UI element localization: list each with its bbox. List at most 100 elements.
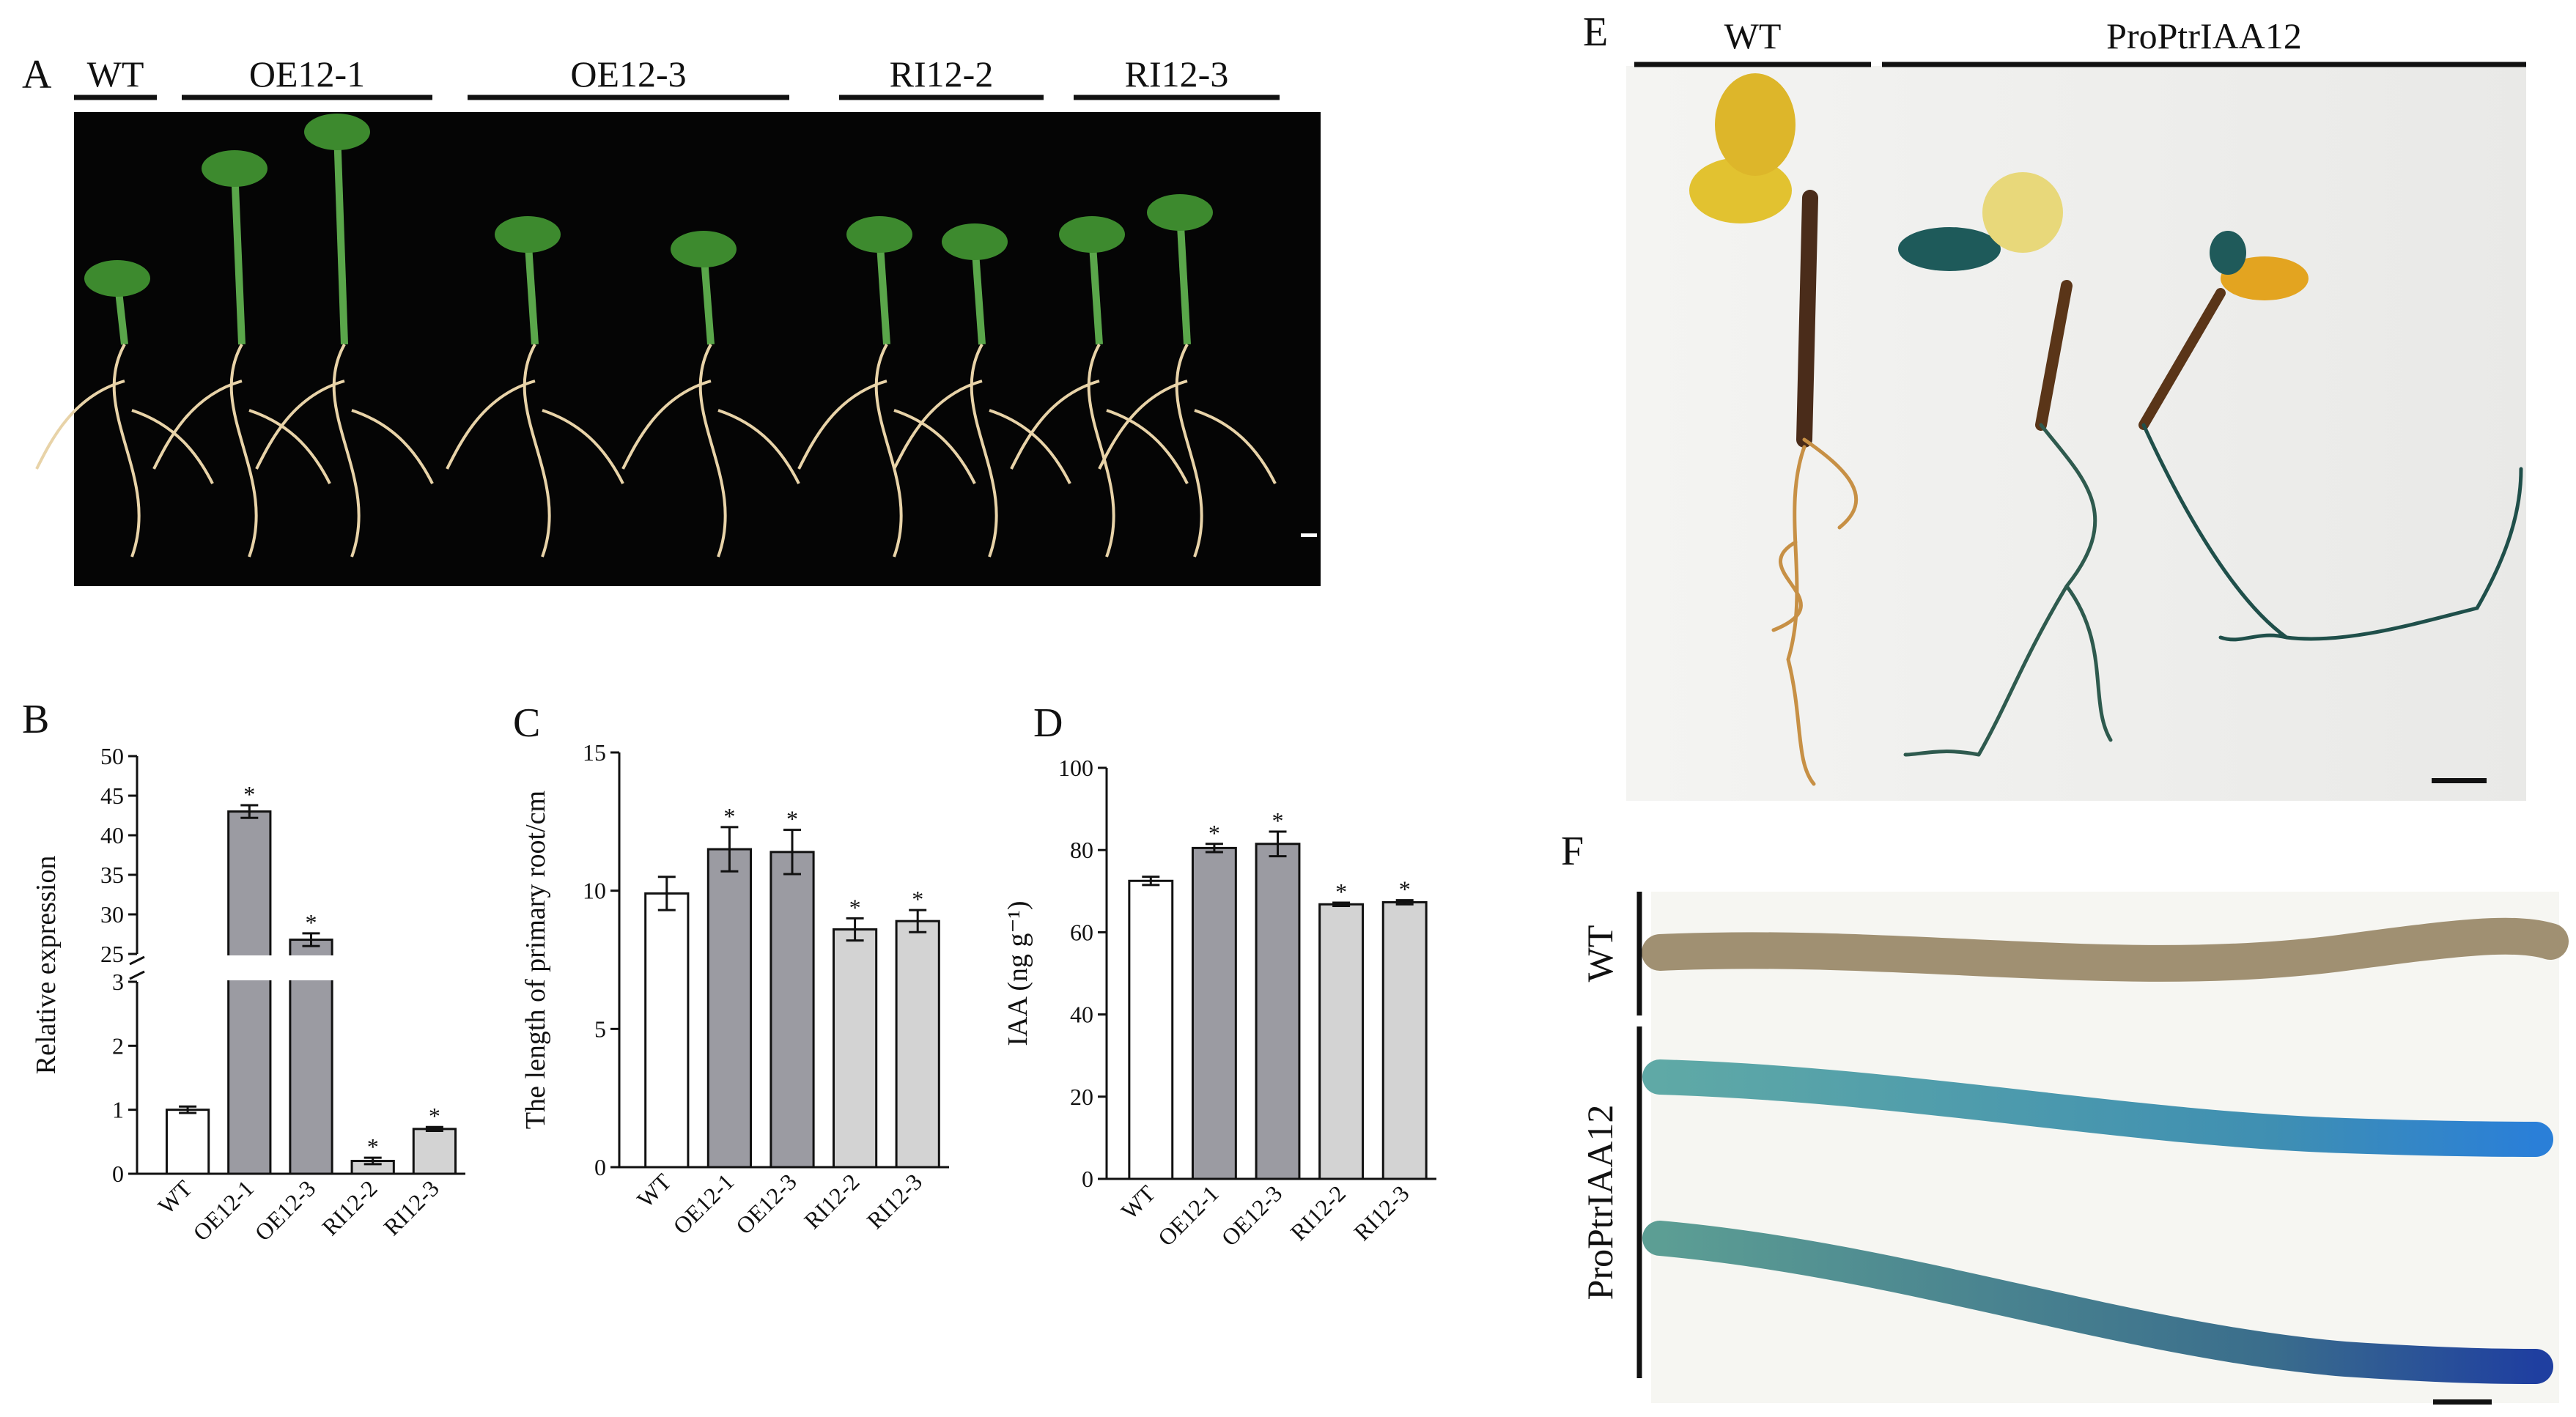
bar [1318, 903, 1365, 1180]
group-label: RI12-2 [890, 53, 994, 95]
panel-label: E [1583, 10, 1608, 55]
root-wt [1642, 917, 2569, 982]
y-tick-label: 45 [100, 783, 124, 809]
error-bar [302, 932, 320, 947]
y-tick-label: 0 [112, 1161, 124, 1187]
bar [1381, 900, 1428, 1180]
y-tick-label: 40 [1070, 1002, 1093, 1028]
x-tick-label: RI12-3 [378, 1174, 444, 1240]
break-gap [287, 955, 335, 980]
significance: * [1208, 820, 1220, 846]
error-bar [1142, 876, 1160, 887]
error-bar [846, 917, 864, 942]
y-tick-label: 30 [100, 901, 124, 928]
y-axis-label: IAA (ng g⁻¹) [1003, 900, 1033, 1046]
y-tick-label: 100 [1058, 755, 1093, 781]
x-tick-label: OE12-3 [731, 1168, 802, 1239]
root-stained [1642, 1221, 2553, 1384]
panel-label: A [22, 52, 52, 97]
bar [165, 1109, 210, 1175]
significance: * [912, 886, 923, 912]
root [1010, 344, 1189, 558]
significance: * [786, 806, 798, 832]
y-tick-label: 40 [100, 822, 124, 848]
leaves [84, 260, 150, 297]
y-tick-label: 5 [594, 1015, 606, 1042]
significance: * [429, 1103, 440, 1129]
seedlings [1689, 73, 2523, 786]
x-tick-label: OE12-1 [1153, 1180, 1224, 1251]
stem [1176, 212, 1191, 345]
y-tick-label: 0 [594, 1154, 606, 1180]
root-stained [1642, 1059, 2553, 1157]
significance: * [367, 1133, 379, 1160]
root [1098, 344, 1277, 558]
bar [1128, 879, 1174, 1180]
y-axis-label: Relative expression [31, 856, 62, 1075]
y-tick-label: 20 [1070, 1084, 1093, 1110]
scale-bar [2432, 778, 2487, 783]
panel-label: B [22, 697, 49, 742]
leaves [846, 216, 912, 253]
error-bar [179, 1105, 197, 1114]
bar [832, 928, 878, 1169]
bar [1191, 846, 1237, 1180]
stem [333, 131, 348, 345]
break-gap [226, 955, 273, 980]
stem [1088, 234, 1103, 345]
row-label: WT [1579, 925, 1620, 983]
root [621, 344, 800, 558]
significance: * [723, 803, 735, 829]
group-label: OE12-1 [249, 53, 365, 95]
scale-bar [1301, 533, 1317, 537]
error-bar [363, 1156, 382, 1166]
group-label: ProPtrIAA12 [2106, 15, 2302, 56]
y-tick-label: 1 [112, 1097, 124, 1123]
leaves [942, 223, 1008, 260]
error-bar [1269, 830, 1287, 858]
significance: * [1272, 807, 1284, 834]
root [893, 344, 1071, 558]
y-tick-label: 3 [112, 969, 124, 995]
row-label: ProPtrIAA12 [1579, 1105, 1620, 1301]
bar [227, 810, 272, 1175]
group-label: RI12-3 [1125, 53, 1229, 95]
axis-break [129, 970, 145, 980]
x-tick-label: RI12-3 [862, 1168, 928, 1234]
y-tick-label: 80 [1070, 837, 1093, 863]
y-axis-label: The length of primary root/cm [520, 791, 551, 1129]
group-label: WT [87, 53, 144, 95]
y-tick-label: 15 [583, 739, 606, 766]
x-tick-label: WT [152, 1174, 197, 1219]
significance: * [243, 781, 255, 807]
error-bar [783, 829, 801, 876]
panel-label: D [1033, 700, 1063, 746]
y-tick-label: 0 [1082, 1166, 1093, 1192]
bar [1255, 843, 1301, 1180]
bar [644, 892, 690, 1169]
y-tick-label: 60 [1070, 919, 1093, 945]
x-tick-label: WT [632, 1168, 676, 1213]
error-bar [425, 1125, 443, 1132]
x-tick-label: OE12-1 [668, 1168, 739, 1239]
significance: * [1335, 878, 1347, 905]
x-tick-label: RI12-2 [799, 1168, 865, 1234]
leaves [495, 216, 561, 253]
y-tick-label: 35 [100, 862, 124, 888]
leaves [304, 114, 370, 150]
error-bar [909, 909, 927, 933]
stem [231, 168, 246, 345]
x-tick-label: OE12-1 [188, 1174, 259, 1246]
stem [524, 234, 539, 345]
leaves [671, 231, 737, 267]
stem [876, 234, 890, 345]
y-tick-label: 10 [583, 878, 606, 904]
bar [895, 920, 940, 1169]
significance: * [306, 909, 317, 936]
panel-label: C [513, 700, 540, 746]
root [152, 344, 331, 558]
error-bar [1205, 843, 1223, 854]
x-tick-label: OE12-3 [1216, 1180, 1287, 1251]
error-bar [1332, 901, 1351, 907]
